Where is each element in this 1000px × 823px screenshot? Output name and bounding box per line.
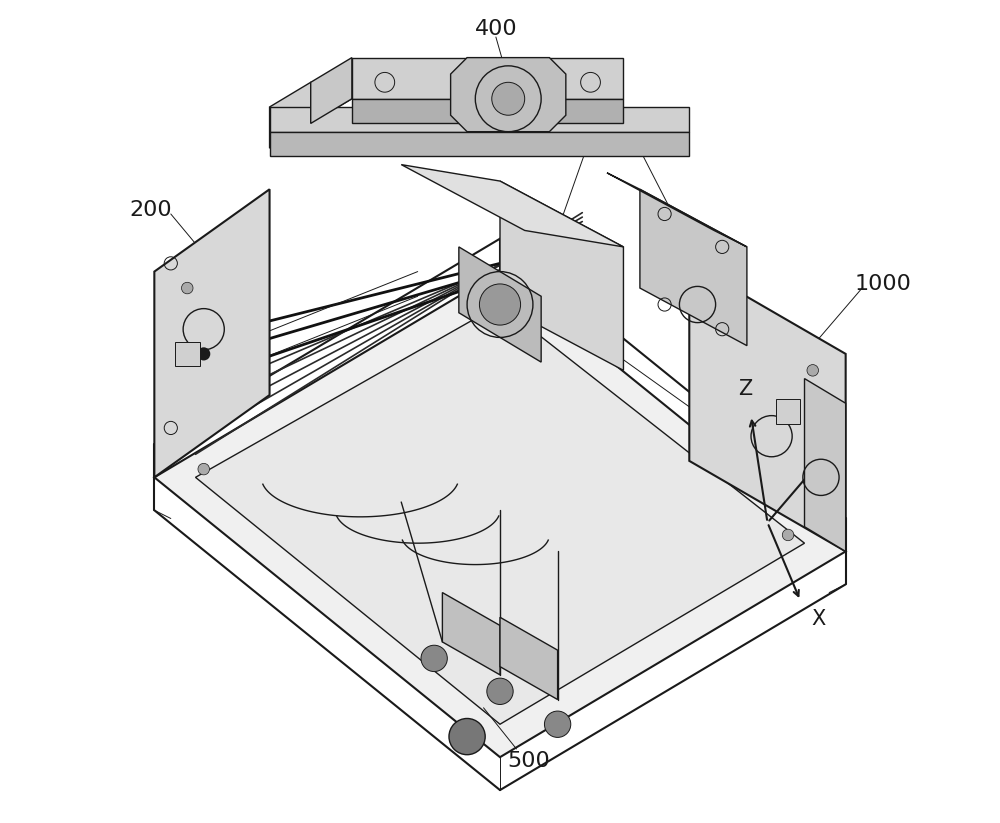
Polygon shape [352,58,623,99]
Polygon shape [270,132,689,156]
Polygon shape [640,189,747,346]
Circle shape [198,463,209,475]
Polygon shape [500,181,623,370]
Text: 600: 600 [631,134,674,154]
Circle shape [492,82,525,115]
Text: 100: 100 [590,109,632,129]
Text: Z: Z [738,379,752,399]
Polygon shape [500,617,558,700]
Circle shape [782,529,794,541]
Text: 1000: 1000 [854,274,911,294]
Circle shape [449,718,485,755]
Polygon shape [805,379,846,551]
Bar [776,399,800,424]
Circle shape [494,307,506,319]
Polygon shape [689,263,846,551]
Polygon shape [270,107,689,132]
Text: 500: 500 [507,751,550,771]
Circle shape [181,282,193,294]
Circle shape [421,645,447,672]
Polygon shape [401,165,623,247]
Polygon shape [607,173,747,247]
Text: X: X [811,609,825,629]
Polygon shape [154,272,846,757]
Polygon shape [459,247,541,362]
Bar [175,342,200,366]
Circle shape [807,365,819,376]
Polygon shape [451,58,566,132]
Circle shape [544,711,571,737]
Circle shape [479,284,521,325]
Polygon shape [270,82,352,148]
Text: Y: Y [828,447,840,467]
Polygon shape [442,593,500,675]
Polygon shape [352,99,623,123]
Text: 200: 200 [129,200,172,220]
Circle shape [197,347,210,360]
Polygon shape [311,58,352,123]
Text: 400: 400 [475,19,517,39]
Polygon shape [195,305,805,724]
Polygon shape [154,189,270,477]
Circle shape [487,678,513,704]
